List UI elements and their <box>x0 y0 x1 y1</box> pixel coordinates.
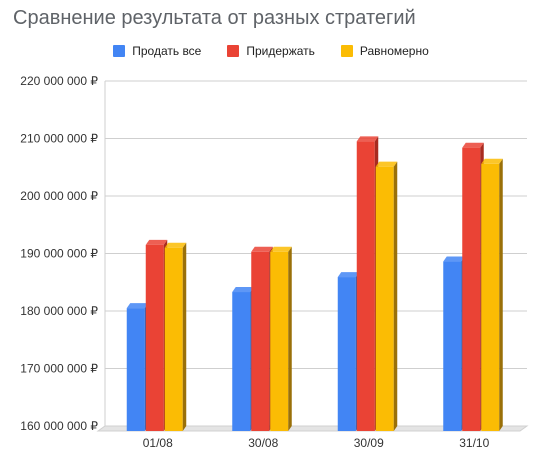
x-tick-label: 01/08 <box>143 436 173 450</box>
legend-swatch-hold <box>227 45 240 57</box>
legend-item-sell-all: Продать все <box>113 44 201 58</box>
bar-top <box>481 158 503 164</box>
bar <box>126 308 145 431</box>
bar <box>375 166 394 432</box>
bar <box>443 261 462 431</box>
bar-top <box>270 246 292 252</box>
x-tick-label: 31/10 <box>459 436 489 450</box>
legend: Продать все Придержать Равномерно <box>0 44 542 58</box>
bar-side <box>393 161 398 432</box>
bar <box>270 251 289 431</box>
legend-label-evenly: Равномерно <box>359 44 429 58</box>
bar <box>356 141 375 431</box>
y-tick-label: 200 000 000 ₽ <box>20 189 98 203</box>
legend-swatch-evenly <box>340 45 353 57</box>
bar-top <box>462 142 484 148</box>
chart-title: Сравнение результата от разных стратегий <box>13 7 416 29</box>
legend-swatch-sell-all <box>113 45 126 57</box>
bar <box>337 277 356 431</box>
y-tick-label: 210 000 000 ₽ <box>20 132 98 146</box>
bar-top <box>375 161 398 167</box>
bar-side <box>182 242 187 431</box>
legend-item-hold: Придержать <box>227 44 315 58</box>
bar <box>145 244 164 431</box>
bar <box>232 292 251 431</box>
bar-top <box>356 136 379 142</box>
bar <box>251 251 270 431</box>
y-tick-label: 220 000 000 ₽ <box>20 74 98 88</box>
bar <box>462 147 481 431</box>
y-tick-label: 190 000 000 ₽ <box>20 247 98 261</box>
bar <box>481 163 500 432</box>
bar-top <box>164 242 187 248</box>
y-tick-label: 160 000 000 ₽ <box>20 419 98 433</box>
bar-top <box>232 287 254 293</box>
legend-label-hold: Придержать <box>246 44 315 58</box>
y-tick-label: 180 000 000 ₽ <box>20 304 98 318</box>
x-tick-label: 30/09 <box>354 436 384 450</box>
bar-side <box>499 158 503 432</box>
y-tick-label: 170 000 000 ₽ <box>20 362 98 376</box>
x-tick-label: 30/08 <box>248 436 278 450</box>
legend-item-evenly: Равномерно <box>340 44 429 58</box>
bar-top <box>337 272 360 278</box>
bar <box>164 247 183 431</box>
bar-top <box>126 303 149 309</box>
bar-top <box>443 256 465 262</box>
legend-label-sell-all: Продать все <box>132 44 202 58</box>
bar-top <box>145 239 168 245</box>
bar-top <box>251 246 273 252</box>
bar-side <box>288 246 292 431</box>
